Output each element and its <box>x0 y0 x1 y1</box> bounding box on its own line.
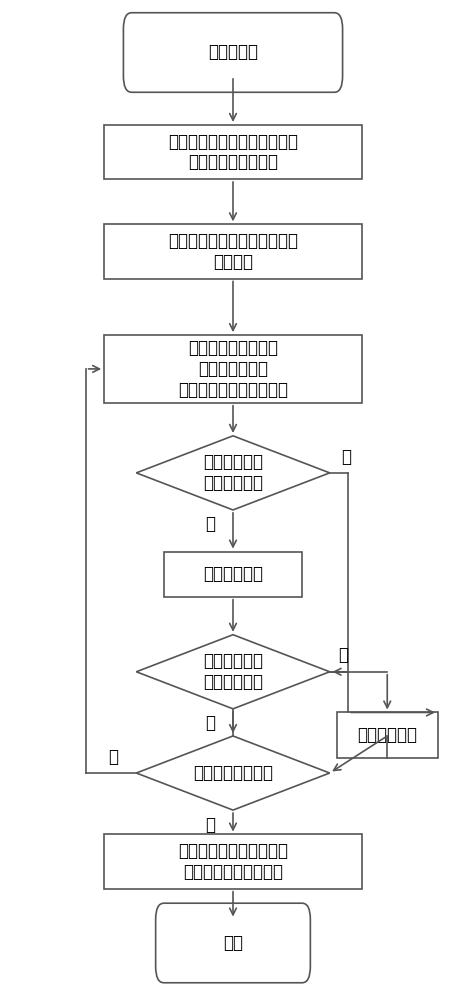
Text: 是: 是 <box>205 816 215 834</box>
Text: 超过最大迭代次数: 超过最大迭代次数 <box>193 764 273 782</box>
Text: 基于能耗最小化准则
计算适应度函数
得到个体极值和全局极值: 基于能耗最小化准则 计算适应度函数 得到个体极值和全局极值 <box>178 339 288 399</box>
Text: 最优全局粒子位置值映射
为网络节点时间分配值: 最优全局粒子位置值映射 为网络节点时间分配值 <box>178 842 288 881</box>
FancyBboxPatch shape <box>156 903 310 983</box>
Bar <box>104 335 362 403</box>
Text: 更新个体极值: 更新个体极值 <box>203 565 263 583</box>
Polygon shape <box>137 436 329 510</box>
Bar <box>336 712 438 758</box>
Text: 计算所需能耗与可采集的上行
链路能量: 计算所需能耗与可采集的上行 链路能量 <box>168 232 298 271</box>
Text: 优于全局极值
对应的适应值: 优于全局极值 对应的适应值 <box>203 652 263 691</box>
Bar <box>104 224 362 279</box>
Text: 否: 否 <box>108 748 118 766</box>
Text: 初始化粒子速度，映射时间分
配值到粒子初始位置: 初始化粒子速度，映射时间分 配值到粒子初始位置 <box>168 133 298 171</box>
Polygon shape <box>137 635 329 709</box>
Text: 更新全局极值: 更新全局极值 <box>357 726 417 744</box>
Text: 是: 是 <box>205 515 215 533</box>
Bar <box>104 125 362 179</box>
Text: 否: 否 <box>205 714 215 732</box>
Text: 网络初始化: 网络初始化 <box>208 43 258 62</box>
Text: 是: 是 <box>338 646 349 664</box>
Text: 结束: 结束 <box>223 934 243 952</box>
Text: 优于个体极值
对应的适应值: 优于个体极值 对应的适应值 <box>203 453 263 492</box>
Bar <box>164 552 302 597</box>
Polygon shape <box>137 736 329 810</box>
FancyBboxPatch shape <box>123 13 343 92</box>
Bar <box>104 834 362 889</box>
Text: 否: 否 <box>341 448 351 466</box>
